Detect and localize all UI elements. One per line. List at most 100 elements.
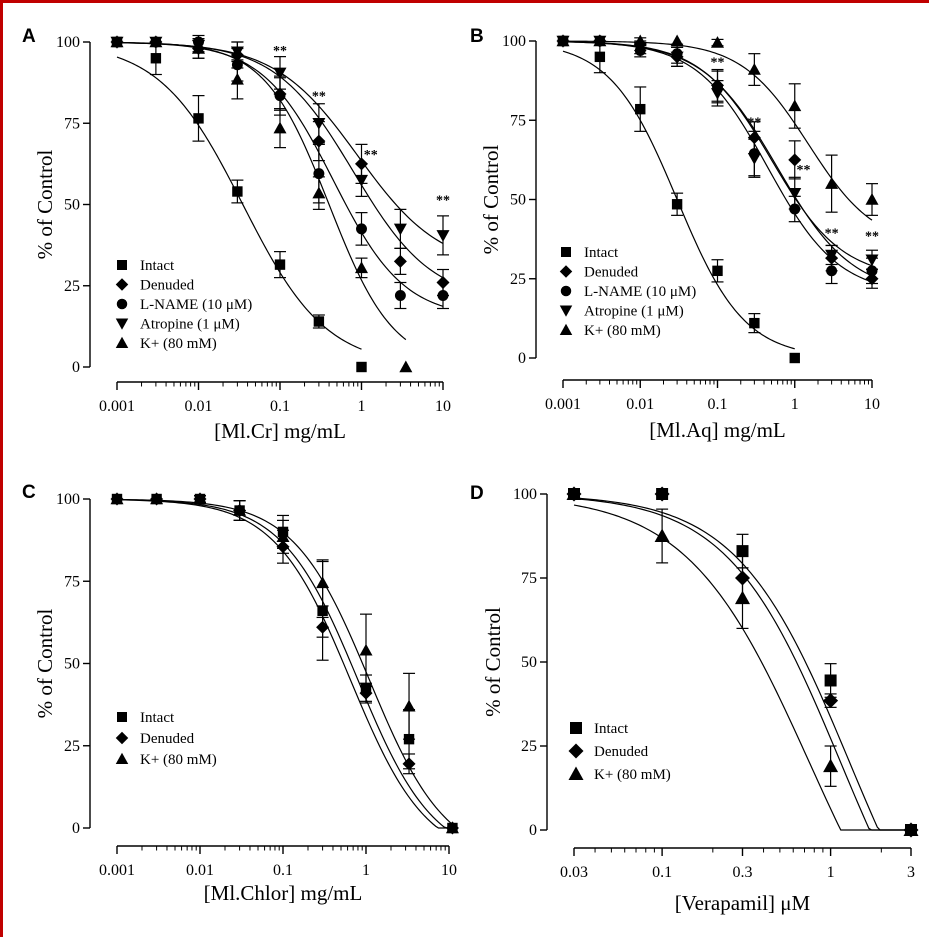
x-tick-label: 0.1 <box>708 396 728 413</box>
x-tick-label: 0.1 <box>270 398 290 415</box>
x-tick-label: 1 <box>791 396 799 413</box>
y-tick-label: 100 <box>56 34 80 51</box>
x-axis-title: [Verapamil] μM <box>675 891 811 915</box>
y-tick-label: 75 <box>521 570 537 587</box>
legend-label: Denuded <box>594 744 649 760</box>
data-point <box>355 174 368 187</box>
legend-marker <box>116 298 128 310</box>
y-tick-label: 25 <box>64 278 80 295</box>
data-point <box>788 187 802 200</box>
legend-marker <box>568 743 584 759</box>
y-tick-label: 75 <box>510 112 526 129</box>
y-tick-label: 75 <box>64 573 80 590</box>
significance-marker: ** <box>273 44 287 59</box>
legend-marker <box>115 731 129 745</box>
data-point <box>110 492 124 505</box>
series-k-80-mm <box>556 34 879 216</box>
data-point <box>312 186 326 199</box>
data-point <box>359 686 373 700</box>
series-k-80-mm <box>566 486 919 836</box>
data-point <box>735 590 750 605</box>
legend-marker <box>559 265 573 278</box>
data-point <box>826 265 838 277</box>
data-point <box>903 822 919 836</box>
panel-d: D 0 25 50 75 100 % of Control 0.03 0.1 0.3 1 3 [Vera… <box>470 483 919 915</box>
data-point <box>313 316 325 327</box>
y-tick-label: 50 <box>521 654 537 671</box>
legend-label: Atropine (1 μM) <box>584 304 684 320</box>
legend-marker <box>568 766 584 780</box>
legend-label: K+ (80 mM) <box>140 752 217 768</box>
legend-marker <box>117 712 127 722</box>
series-k-80-mm <box>110 492 459 834</box>
legend-label: Intact <box>584 245 619 261</box>
data-point <box>276 530 290 543</box>
data-point <box>865 193 879 205</box>
x-tick-label: 10 <box>441 862 457 879</box>
x-tick-label: 0.001 <box>99 862 135 879</box>
data-point <box>789 352 800 364</box>
y-tick-label: 0 <box>72 359 80 376</box>
legend-marker <box>559 323 573 335</box>
significance-marker: ** <box>711 55 725 70</box>
x-tick-label: 10 <box>864 396 880 413</box>
y-axis-title: % of Control <box>481 607 505 717</box>
data-point <box>273 67 287 80</box>
data-point <box>712 265 723 277</box>
panel-letter: A <box>22 26 36 47</box>
y-tick-label: 50 <box>64 656 80 673</box>
y-tick-label: 0 <box>72 820 80 837</box>
y-axis-title: % of Control <box>33 150 57 260</box>
x-tick-label: 0.01 <box>186 862 214 879</box>
data-point <box>566 486 582 500</box>
y-tick-label: 0 <box>529 822 537 839</box>
x-tick-label: 10 <box>435 398 451 415</box>
legend-label: Denuded <box>140 731 195 747</box>
data-point <box>316 576 330 589</box>
data-point <box>711 36 724 48</box>
data-point <box>316 620 330 634</box>
data-point <box>393 254 407 268</box>
y-tick-label: 25 <box>64 738 80 755</box>
y-tick-label: 25 <box>510 271 526 288</box>
panel-a: A 0 25 50 75 100 % of Control 0.001 0.01 0.1 1 10 [M… <box>22 26 451 443</box>
data-point <box>402 757 416 771</box>
significance-marker: ** <box>436 194 450 209</box>
frame-left-border <box>0 0 3 937</box>
x-tick-label: 0.01 <box>626 396 654 413</box>
legend-label: Intact <box>140 710 175 726</box>
panel-c: C 0 25 50 75 100 % of Control 0.001 0.01 0.1 1 10 [M… <box>22 482 459 905</box>
significance-marker: ** <box>797 163 811 178</box>
data-point <box>193 113 204 124</box>
data-point <box>556 34 570 47</box>
panel-b: B 0 25 50 75 100 % of Control 0.001 0.01 0.1 1 10 [M… <box>470 26 880 442</box>
legend-label: K+ (80 mM) <box>594 767 671 783</box>
x-tick-label: 3 <box>907 864 915 881</box>
x-tick-label: 1 <box>827 864 835 881</box>
panel-letter: C <box>22 482 36 503</box>
legend-marker <box>559 305 573 317</box>
data-point <box>671 199 683 210</box>
legend: Intact Denuded K+ (80 mM) <box>115 710 217 768</box>
data-point <box>445 821 459 834</box>
data-point <box>355 261 368 274</box>
legend-marker <box>115 318 129 330</box>
y-tick-label: 50 <box>64 197 80 214</box>
legend-label: K+ (80 mM) <box>140 336 217 352</box>
data-point <box>110 35 124 48</box>
legend-marker <box>561 247 571 257</box>
x-tick-label: 0.03 <box>560 864 588 881</box>
data-point <box>788 153 802 167</box>
data-point <box>312 118 326 130</box>
y-axis-title: % of Control <box>479 145 503 255</box>
significance-marker: ** <box>312 90 326 105</box>
data-point <box>149 35 163 48</box>
panel-letter: D <box>470 483 484 504</box>
significance-marker: ** <box>747 116 761 131</box>
data-point <box>359 643 373 656</box>
legend-label: L-NAME (10 μM) <box>140 297 252 313</box>
data-point <box>594 51 606 63</box>
legend-label: Atropine (1 μM) <box>140 317 240 333</box>
